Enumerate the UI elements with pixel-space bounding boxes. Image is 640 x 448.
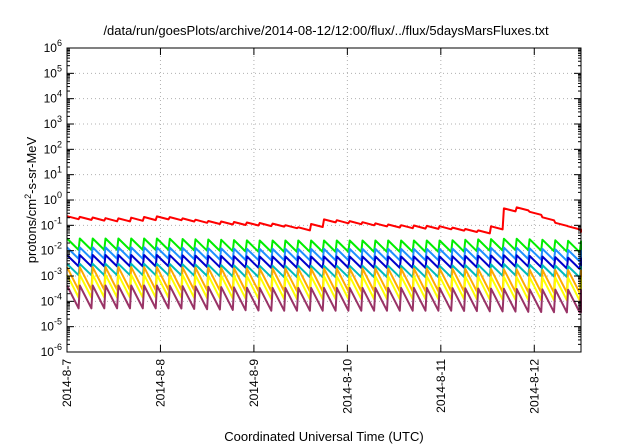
y-tick-label: 10-4 <box>41 291 62 308</box>
y-axis-label-suffix: -s-sr-MeV <box>24 136 39 193</box>
axis-ticks <box>66 47 581 353</box>
x-tick-label: 2014-8-11 <box>434 359 448 413</box>
series-line-1 <box>66 206 582 235</box>
series-line-4 <box>66 254 582 270</box>
y-axis-label-prefix: protons/cm <box>24 199 39 263</box>
y-tick-label: 100 <box>44 190 62 207</box>
y-tick-label: 106 <box>44 38 62 55</box>
y-tick-label: 101 <box>44 165 62 182</box>
x-tick-label: 2014-8-10 <box>340 359 354 414</box>
y-tick-label: 102 <box>44 139 62 156</box>
x-tick-label: 2014-8-9 <box>247 359 261 407</box>
x-tick-label: 2014-8-12 <box>527 359 541 414</box>
y-tick-label: 104 <box>44 89 62 106</box>
series-line-8 <box>66 284 582 314</box>
series-line-2 <box>66 237 582 254</box>
y-axis-label-sup: 2 <box>23 194 33 199</box>
chart-title: /data/run/goesPlots/archive/2014-08-12/1… <box>103 23 549 38</box>
x-tick-label: 2014-8-8 <box>153 359 167 407</box>
chart-grid <box>67 48 581 352</box>
series-group <box>66 206 582 314</box>
y-tick-label: 103 <box>44 114 62 131</box>
x-tick-labels: 2014-8-7 2014-8-8 2014-8-9 2014-8-10 2014-8-… <box>60 359 541 414</box>
y-tick-label: 10-1 <box>41 215 62 232</box>
y-axis-label: protons/cm2-s-sr-MeV <box>23 136 39 263</box>
y-tick-label: 105 <box>44 63 62 80</box>
y-tick-label: 10-5 <box>41 317 62 334</box>
x-tick-label: 2014-8-7 <box>60 359 74 407</box>
y-tick-label: 10-2 <box>41 241 62 258</box>
x-axis-label: Coordinated Universal Time (UTC) <box>224 429 423 444</box>
y-tick-labels: 10-6 10-5 10-4 10-3 10-2 10-1 100 101 102 103 104 1… <box>41 38 62 359</box>
y-tick-label: 10-6 <box>41 342 62 359</box>
series-line-3 <box>66 246 582 263</box>
y-tick-label: 10-3 <box>41 266 62 283</box>
